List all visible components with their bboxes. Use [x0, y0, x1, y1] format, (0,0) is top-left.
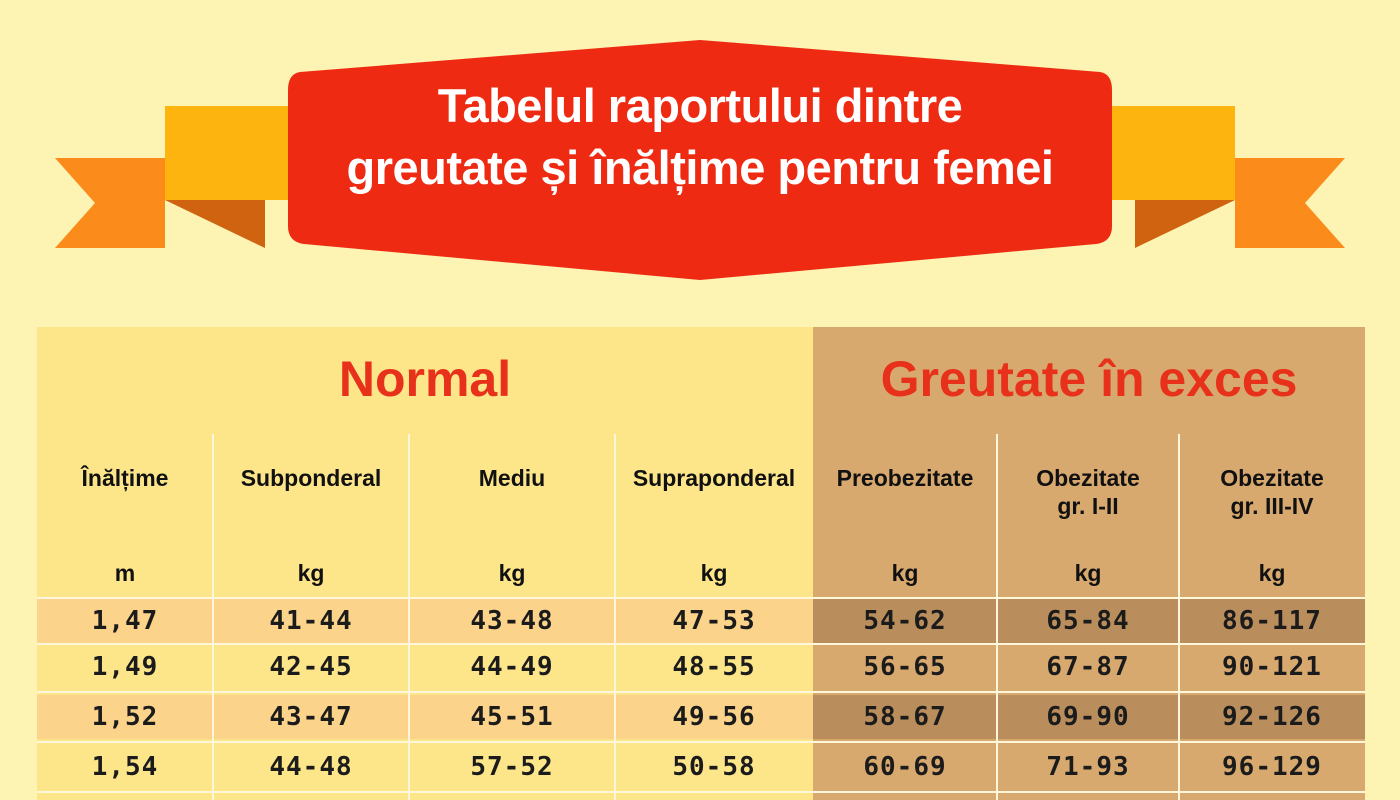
column-header-obesity-3-4: Obezitate gr. III-IV: [1220, 465, 1324, 519]
column-header-overweight: Supraponderal: [632, 465, 796, 491]
unit-overweight: kg: [700, 560, 728, 586]
row-divider: [37, 741, 1365, 743]
table-cell: 41-44: [269, 606, 353, 636]
table-cell: 43-48: [470, 606, 554, 636]
row-divider: [37, 691, 1365, 693]
main-ribbon: [288, 40, 1112, 280]
table-row: 1,54 44-48 57-52 50-58 60-69 71-93 96-12…: [37, 745, 1365, 789]
group-title-normal: Normal: [338, 351, 512, 407]
table-cell: 92-126: [1222, 702, 1322, 732]
table-cell: 65-84: [1046, 606, 1130, 636]
column-header-obesity-1-2: Obezitate gr. I-II: [1036, 465, 1140, 519]
table-cell: 90-121: [1222, 652, 1322, 682]
column-divider: [614, 434, 616, 800]
table-row: 1,47 41-44 43-48 47-53 54-62 65-84 86-11…: [37, 599, 1365, 643]
table-cell: 96-129: [1222, 752, 1322, 782]
ribbon-graphic: [55, 40, 1345, 280]
table-cell: 42-45: [269, 652, 353, 682]
unit-preobesity: kg: [891, 560, 919, 586]
right-ribbon-wing: [1105, 106, 1235, 200]
column-header-height: Înălțime: [81, 465, 169, 491]
column-divider: [212, 434, 214, 800]
unit-underweight: kg: [297, 560, 325, 586]
table-cell: 54-62: [863, 606, 947, 636]
table-row: 1,49 42-45 44-49 48-55 56-65 67-87 90-12…: [37, 645, 1365, 689]
table-cell: 56-65: [863, 652, 947, 682]
table-cell: 69-90: [1046, 702, 1130, 732]
left-ribbon-wing: [165, 106, 295, 200]
page-title: Tabelul raportului dintre greutate și în…: [290, 75, 1110, 199]
left-ribbon-fold: [165, 200, 265, 248]
table-cell: 49-56: [672, 702, 756, 732]
table-cell: 86-117: [1222, 606, 1322, 636]
table-cell: 1,54: [91, 752, 159, 782]
row-divider: [37, 597, 1365, 599]
right-ribbon-fold: [1135, 200, 1235, 248]
left-ribbon-tail: [55, 158, 165, 248]
column-divider: [1178, 434, 1180, 800]
right-ribbon-tail: [1235, 158, 1345, 248]
unit-obesity-1-2: kg: [1074, 560, 1102, 586]
table-cell: 43-47: [269, 702, 353, 732]
column-divider: [996, 434, 998, 800]
column-header-preobesity: Preobezitate: [836, 465, 974, 491]
table-cell: 50-58: [672, 752, 756, 782]
row-divider: [37, 791, 1365, 793]
title-line-1: Tabelul raportului dintre: [437, 79, 963, 132]
column-header-underweight: Subponderal: [240, 465, 382, 491]
table-cell: 1,49: [91, 652, 159, 682]
column-divider: [408, 434, 410, 800]
table-cell: 47-53: [672, 606, 756, 636]
table-cell: 1,52: [91, 702, 159, 732]
table-cell: 44-49: [470, 652, 554, 682]
table-cell: 71-93: [1046, 752, 1130, 782]
unit-average: kg: [498, 560, 526, 586]
title-banner: Tabelul raportului dintre greutate și în…: [0, 0, 1400, 300]
row-divider: [37, 643, 1365, 645]
unit-obesity-3-4: kg: [1258, 560, 1286, 586]
table-cell: 60-69: [863, 752, 947, 782]
table-cell: 67-87: [1046, 652, 1130, 682]
column-header-average: Mediu: [478, 465, 546, 491]
table-cell: 48-55: [672, 652, 756, 682]
table-cell: 57-52: [470, 752, 554, 782]
table-cell: 44-48: [269, 752, 353, 782]
table-cell: 45-51: [470, 702, 554, 732]
table-cell: 1,47: [91, 606, 159, 636]
table-row: 1,52 43-47 45-51 49-56 58-67 69-90 92-12…: [37, 695, 1365, 739]
weight-height-table: Normal Greutate în exces Înălțime Subpon…: [37, 327, 1365, 800]
table-cell: 58-67: [863, 702, 947, 732]
title-line-2: greutate și înălțime pentru femei: [346, 141, 1054, 194]
group-title-excess: Greutate în exces: [880, 351, 1298, 407]
unit-height: m: [114, 560, 136, 586]
